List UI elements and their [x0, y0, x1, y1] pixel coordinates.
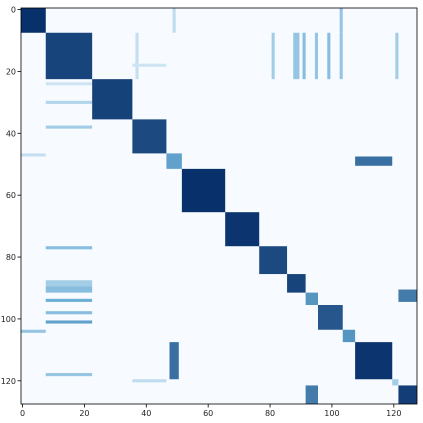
heatmap-cell [271, 32, 275, 80]
heatmap-cell [355, 156, 393, 166]
heatmap-cell [302, 32, 306, 80]
y-tick-label: 60 [6, 191, 16, 200]
heatmap-block [398, 385, 417, 404]
x-tick-label: 80 [265, 409, 275, 418]
plot-frame [20, 7, 418, 405]
heatmap-cell [339, 8, 343, 33]
heatmap-cell [45, 246, 93, 250]
heatmap-cell [45, 125, 93, 129]
heatmap-block [318, 305, 343, 330]
heatmap-cell [395, 32, 399, 80]
heatmap-block [45, 32, 93, 80]
x-tick-label: 120 [386, 409, 401, 418]
heatmap-cell [172, 8, 176, 33]
heatmap-block [225, 212, 260, 247]
heatmap-cell [169, 342, 179, 380]
heatmap-cell [293, 32, 300, 80]
heatmap-cell [45, 100, 93, 104]
heatmap-block [305, 292, 318, 305]
heatmap-cell [21, 153, 46, 157]
heatmap-cell [135, 32, 139, 80]
heatmap-cell [45, 82, 93, 86]
heatmap-cell [45, 286, 93, 293]
y-tick-label: 0 [11, 6, 16, 15]
heatmap-cell [305, 385, 318, 404]
heatmap-cell [45, 298, 93, 302]
heatmap-cell [45, 373, 93, 377]
y-tick-label: 80 [6, 253, 16, 262]
x-tick-label: 60 [203, 409, 213, 418]
heatmap-block [392, 379, 399, 386]
heatmap-cell [132, 379, 167, 383]
heatmap-block [342, 329, 356, 343]
heatmap-cell [132, 63, 167, 67]
y-tick-label: 40 [6, 129, 16, 138]
y-tick-label: 100 [1, 315, 16, 324]
x-tick-label: 100 [324, 409, 339, 418]
heatmap-cell [45, 311, 93, 315]
heatmap-cell [398, 289, 417, 302]
x-tick-label: 20 [79, 409, 89, 418]
heatmap-cell [314, 32, 318, 80]
y-tick-label: 120 [1, 377, 16, 386]
y-tick-label: 20 [6, 67, 16, 76]
heatmap-block [287, 274, 306, 293]
heatmap-cell [21, 329, 46, 333]
heatmap-cell [45, 320, 93, 324]
heatmap-block [181, 168, 226, 213]
heatmap-block [132, 119, 167, 154]
axes: 0 20 40 60 80 100 120 0 20 40 60 80 100 120 [1, 6, 418, 418]
plot-area [21, 8, 417, 404]
heatmap-block [259, 246, 288, 275]
x-tick-label: 40 [141, 409, 151, 418]
heatmap-block [355, 342, 393, 380]
heatmap-block [21, 8, 46, 33]
heatmap-block [92, 79, 133, 120]
x-tick-label: 0 [20, 409, 25, 418]
heatmap-cell [339, 32, 343, 80]
heatmap-cell [327, 32, 331, 80]
heatmap-block [166, 153, 182, 169]
heatmap-cell [45, 280, 93, 287]
